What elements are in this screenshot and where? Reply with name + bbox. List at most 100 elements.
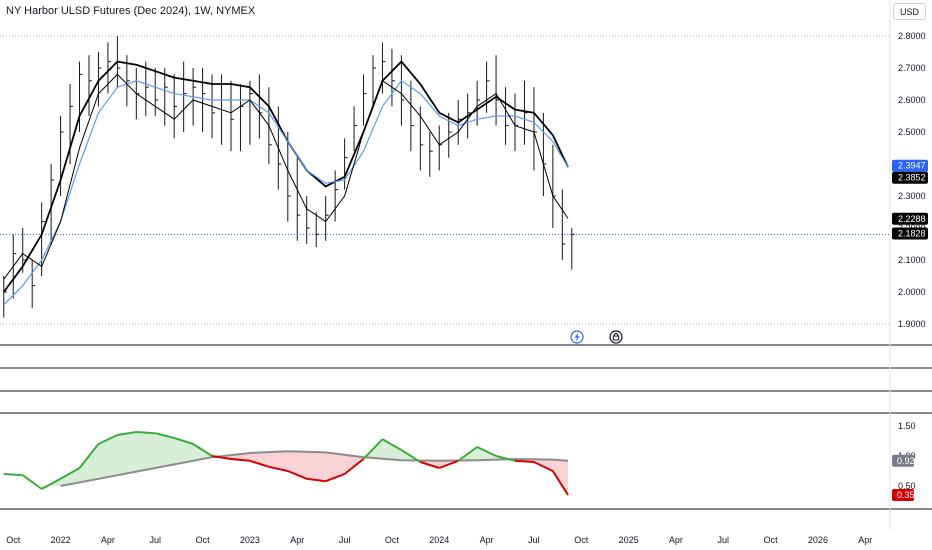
- time-tick-label: 2026: [808, 535, 828, 545]
- ma-blue-line: [3, 79, 569, 306]
- ma-slow-line: [3, 60, 569, 293]
- oscillator-fill-segment: [193, 444, 213, 461]
- time-tick-label: Apr: [480, 535, 494, 545]
- time-tick-label: Jul: [718, 535, 730, 545]
- price-badge: [892, 171, 928, 184]
- oscillator-line-segment: [211, 455, 232, 460]
- oscillator-line-segment: [268, 465, 289, 472]
- price-tick-label: 1.9000: [898, 319, 926, 329]
- oscillator-fill: [41, 432, 568, 495]
- oscillator-fill-segment: [136, 432, 156, 472]
- price-badge-label: 2.3947: [898, 161, 926, 171]
- time-tick-label: Oct: [6, 535, 21, 545]
- oscillator-fill-segment: [306, 451, 326, 482]
- lock-clock-icon[interactable]: [609, 330, 623, 344]
- oscillator-line-segment: [155, 432, 175, 439]
- time-tick-label: 2025: [619, 535, 639, 545]
- time-tick-label: Apr: [858, 535, 872, 545]
- oscillator-line-segment: [192, 443, 213, 457]
- oscillator-line-segment: [287, 470, 308, 480]
- oscillator-line-segment: [343, 458, 365, 475]
- oscillator-fill-segment: [174, 438, 194, 465]
- time-tick-label: Jul: [528, 535, 540, 545]
- oscillator-fill-segment: [98, 435, 118, 479]
- oscillator-fill-segment: [268, 451, 288, 471]
- oscillator-line-segment: [230, 458, 251, 462]
- oscillator-line-segment: [552, 470, 569, 496]
- time-tick-label: Jul: [339, 535, 351, 545]
- price-badge-label: 2.1828: [898, 229, 926, 239]
- price-tick-label: 2.6000: [898, 95, 926, 105]
- price-tick-label: 2.5000: [898, 127, 926, 137]
- price-grid-lines: [0, 35, 890, 325]
- time-axis: Oct 2022 Apr Jul Oct 2023 Apr Jul Oct 2024 Apr Jul O…: [6, 535, 872, 545]
- time-tick-label: Oct: [764, 535, 779, 545]
- time-tick-label: Oct: [574, 535, 589, 545]
- oscillator-lines: [3, 431, 569, 496]
- time-tick-label: 2024: [429, 535, 449, 545]
- panel-separators: [0, 0, 932, 530]
- oscillator-line-segment: [306, 477, 326, 483]
- price-badge-label: 2.2288: [898, 214, 926, 224]
- time-tick-label: Oct: [385, 535, 400, 545]
- time-tick-label: 2023: [240, 535, 260, 545]
- oscillator-line-segment: [381, 438, 402, 451]
- oscillator-line-segment: [136, 431, 156, 435]
- oscillator-line-segment: [533, 461, 554, 472]
- oscillator-fill-segment: [79, 444, 99, 483]
- oscillator-line-segment: [400, 449, 421, 463]
- oscillator-badge: [892, 454, 914, 467]
- time-tick-label: Apr: [101, 535, 115, 545]
- oscillator-line-segment: [41, 477, 62, 490]
- price-tick-label: 2.0000: [898, 287, 926, 297]
- time-tick-label: Apr: [669, 535, 683, 545]
- oscillator-tick-label: 1.50: [898, 421, 916, 431]
- oscillator-fill-segment: [155, 433, 175, 468]
- time-tick-label: 2022: [51, 535, 71, 545]
- oscillator-line-segment: [495, 455, 516, 462]
- lightning-icon[interactable]: [570, 330, 584, 344]
- time-tick-label: Jul: [150, 535, 162, 545]
- oscillator-line-segment: [98, 434, 118, 445]
- oscillator-line-segment: [438, 459, 459, 469]
- oscillator-line-segment: [117, 431, 137, 436]
- price-badge: [892, 227, 928, 240]
- price-badge: [892, 159, 928, 172]
- oscillator-line-segment: [325, 473, 345, 483]
- oscillator-fill-segment: [60, 468, 80, 486]
- time-tick-label: Oct: [196, 535, 211, 545]
- oscillator-fill-segment: [382, 439, 402, 461]
- price-badge: [892, 212, 928, 225]
- moving-average-lines: [3, 60, 569, 306]
- oscillator-badges: 0.92 0.35: [892, 454, 915, 501]
- oscillator-line-segment: [22, 474, 43, 490]
- ma-fast-line: [3, 73, 569, 280]
- oscillator-fill-segment: [249, 452, 269, 467]
- oscillator-fill-segment: [117, 432, 137, 476]
- price-badge-label: 2.3852: [898, 173, 926, 183]
- oscillator-line-segment: [249, 459, 270, 468]
- chart-title: NY Harbor ULSD Futures (Dec 2024), 1W, N…: [6, 5, 256, 17]
- price-bars: [3, 36, 575, 318]
- oscillator-fill-segment: [552, 459, 568, 495]
- time-tick-label: Apr: [290, 535, 304, 545]
- oscillator-badge: [892, 489, 914, 501]
- oscillator-line-segment: [3, 473, 23, 477]
- price-tick-label: 2.3000: [898, 191, 926, 201]
- oscillator-signal-line: [60, 450, 569, 487]
- price-tick-label: 2.7000: [898, 63, 926, 73]
- oscillator-line-segment: [476, 446, 497, 457]
- oscillator-line-segment: [173, 437, 194, 445]
- oscillator-line-segment: [457, 446, 478, 462]
- price-badges: 2.3947 2.3852 2.2288 2.1828: [892, 159, 928, 240]
- oscillator-line-segment: [362, 438, 384, 460]
- currency-selector[interactable]: USD: [893, 3, 926, 20]
- oscillator-line-segment: [420, 461, 440, 469]
- oscillator-fill-segment: [325, 452, 345, 482]
- oscillator-tick-label: 0.50: [898, 481, 916, 491]
- oscillator-line-segment: [60, 467, 81, 480]
- price-tick-label: 2.8000: [898, 31, 926, 41]
- oscillator-badge-label: 0.35: [897, 490, 915, 500]
- price-tick-label: 2.1000: [898, 255, 926, 265]
